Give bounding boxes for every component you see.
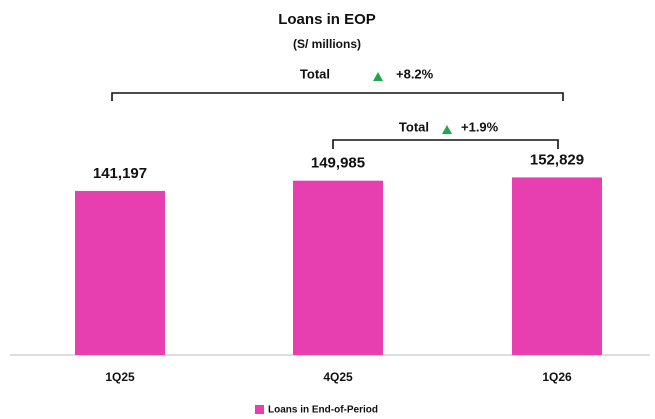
bar <box>293 180 383 355</box>
annotation-label: Total <box>300 66 330 81</box>
chart-title: Loans in EOP <box>278 11 376 28</box>
chart-subtitle: (S/ millions) <box>293 37 361 51</box>
x-tick-label: 1Q25 <box>105 370 135 384</box>
bracket <box>111 92 564 101</box>
bar <box>512 177 602 355</box>
legend-label: Loans in End-of-Period <box>268 405 378 416</box>
bracket <box>332 139 559 149</box>
value-label: 152,829 <box>530 151 584 168</box>
x-tick-label: 4Q25 <box>323 370 353 384</box>
legend-swatch <box>255 405 264 414</box>
annotation-change: +1.9% <box>461 119 499 134</box>
x-tick-label: 1Q26 <box>542 370 572 384</box>
value-label: 149,985 <box>311 155 365 172</box>
bar <box>75 190 165 355</box>
annotation-change: +8.2% <box>396 66 434 81</box>
value-label: 141,197 <box>93 165 147 182</box>
up-arrow <box>373 72 383 81</box>
up-arrow <box>442 125 452 134</box>
annotation-label: Total <box>399 119 429 134</box>
